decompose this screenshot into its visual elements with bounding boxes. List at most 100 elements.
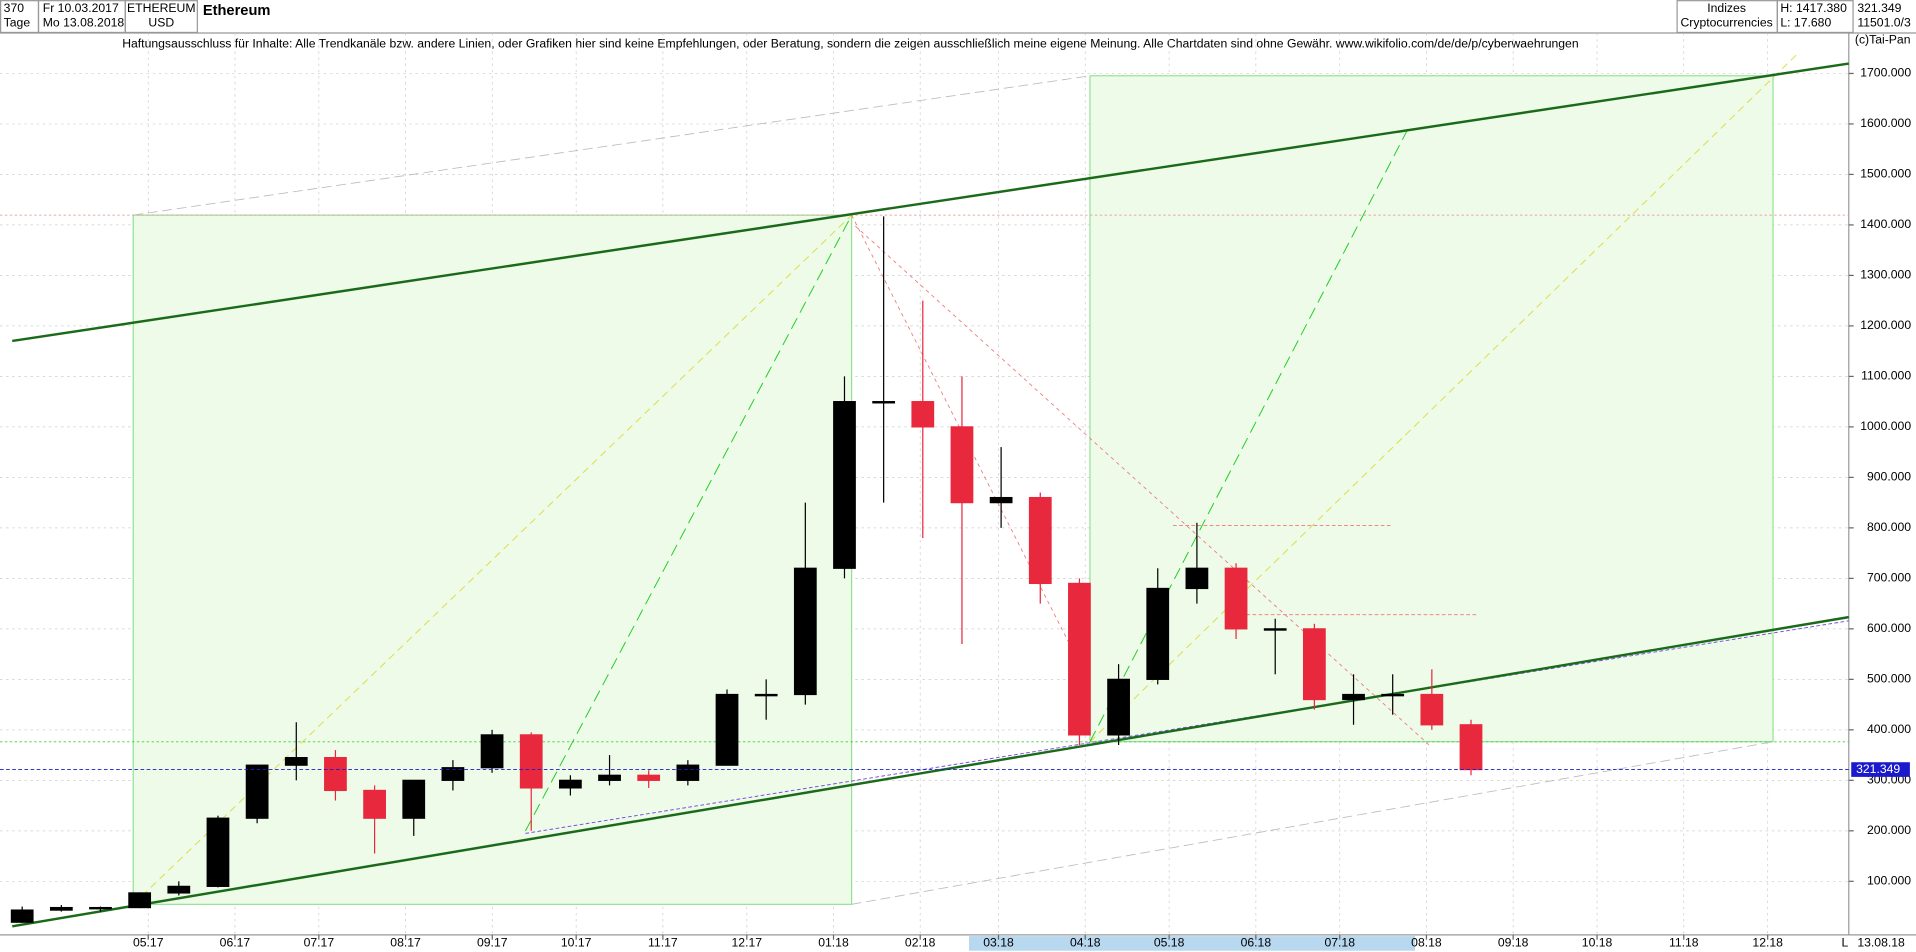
y-tick-label: 1400.000 xyxy=(1860,217,1911,231)
trend-line xyxy=(1089,126,1410,742)
x-tick-label: 09.18 xyxy=(1498,936,1529,950)
x-tick-label: 12.18 xyxy=(1752,936,1783,950)
x-tick-label: 04.18 xyxy=(1070,936,1101,950)
candle-body xyxy=(911,401,935,428)
y-tick-label: 1200.000 xyxy=(1860,318,1911,332)
candle-body xyxy=(49,906,73,911)
y-tick-label: 1100.000 xyxy=(1861,369,1911,383)
box xyxy=(1089,75,1774,743)
x-tick-label: 02.18 xyxy=(905,936,936,950)
x-tick-label: 08.17 xyxy=(390,936,421,950)
y-tick-label: 400.000 xyxy=(1867,722,1911,736)
currency: USD xyxy=(148,15,174,29)
candle-body xyxy=(324,756,347,792)
count[interactable]: 370 xyxy=(4,1,25,15)
x-tick-label: 08.18 xyxy=(1411,936,1442,950)
y-tick-label: 1000.000 xyxy=(1860,419,1911,433)
x-tick-label: 11.18 xyxy=(1669,936,1699,950)
x-tick-label: 09.17 xyxy=(477,936,508,950)
x-tick-label: 05.17 xyxy=(133,936,164,950)
candle-body xyxy=(793,567,817,696)
candle-body xyxy=(245,764,269,819)
x-tick-label: 10.18 xyxy=(1582,936,1613,950)
trend-line xyxy=(851,741,1774,905)
trend-line xyxy=(525,620,1849,834)
x-tick-label: 03.18 xyxy=(983,936,1014,950)
candle-body xyxy=(1381,693,1405,697)
x-tick-label: 11.17 xyxy=(648,936,678,950)
candle-body xyxy=(1068,582,1091,736)
copyright: (c)Tai-Pan xyxy=(1855,33,1911,47)
candle-body xyxy=(676,764,700,781)
candle-body xyxy=(206,817,230,887)
candle-body xyxy=(559,779,582,789)
selection[interactable] xyxy=(968,936,1416,951)
trend-line xyxy=(855,225,1430,746)
channel-line xyxy=(12,62,1849,343)
candle-body xyxy=(598,774,621,781)
candle-body xyxy=(754,693,778,697)
trend-line xyxy=(1089,54,1797,743)
y-tick-label: 1300.000 xyxy=(1860,268,1911,282)
y-tick-label: 100.000 xyxy=(1867,874,1911,888)
candles xyxy=(10,216,1483,923)
low: L: 17.680 xyxy=(1780,15,1831,29)
unit[interactable]: Tage xyxy=(4,15,31,29)
candle-body xyxy=(833,401,856,569)
candle-body xyxy=(519,734,543,789)
channel-line xyxy=(12,615,1849,928)
instrument-name: Ethereum xyxy=(203,3,271,19)
candle-body xyxy=(1302,628,1326,701)
x-tick-label: 07.17 xyxy=(304,936,335,950)
y-tick-label: 1500.000 xyxy=(1860,167,1911,181)
corner-label: L xyxy=(1841,936,1848,950)
group: Indizes xyxy=(1707,1,1746,15)
x-tick-label: 10.17 xyxy=(561,936,592,950)
symbol: ETHEREUM xyxy=(127,1,195,15)
x-tick-label: 12.17 xyxy=(732,936,763,950)
candle-body xyxy=(1146,587,1170,680)
candle-body xyxy=(10,909,34,923)
y-tick-label: 800.000 xyxy=(1867,520,1911,534)
candle-body xyxy=(715,693,739,766)
last-price-box xyxy=(1851,762,1910,777)
disclaimer: Haftungsausschluss für Inhalte: Alle Tre… xyxy=(122,36,1578,50)
candle-body xyxy=(402,779,426,819)
y-tick-label: 1600.000 xyxy=(1860,116,1911,130)
y-tick-label: 700.000 xyxy=(1867,571,1911,585)
x-tick-label: 06.17 xyxy=(220,936,251,950)
last: 321.349 xyxy=(1857,1,1901,15)
last-price-label: 321.349 xyxy=(1856,762,1900,776)
candle-body xyxy=(167,885,191,894)
y-tick-label: 1700.000 xyxy=(1860,66,1911,80)
end-date: Mo 13.08.2018 xyxy=(43,15,125,29)
high: H: 1417.380 xyxy=(1780,1,1847,15)
candle-body xyxy=(950,426,974,504)
end-date-label: 13.08.18 xyxy=(1857,936,1905,950)
drawings xyxy=(0,54,1849,928)
y-tick-label: 600.000 xyxy=(1867,621,1911,635)
candle-body xyxy=(1263,628,1287,631)
candle-body xyxy=(1342,693,1365,701)
candle-body xyxy=(1107,678,1130,736)
subgroup: Cryptocurrencies xyxy=(1680,15,1772,29)
candle-body xyxy=(989,496,1013,504)
y-tick-label: 500.000 xyxy=(1867,672,1911,686)
candle-body xyxy=(1185,567,1209,590)
start-date: Fr 10.03.2017 xyxy=(43,1,119,15)
candle-body xyxy=(128,892,152,909)
x-tick-label: 01.18 xyxy=(818,936,849,950)
trend-line xyxy=(525,214,853,832)
y-tick-label: 900.000 xyxy=(1867,470,1911,484)
misc: 11501.0/3 xyxy=(1857,15,1911,29)
candle-body xyxy=(89,906,112,910)
x-tick-label: 06.18 xyxy=(1241,936,1272,950)
candle-body xyxy=(1459,724,1483,771)
candle-body xyxy=(637,774,661,781)
candle-body xyxy=(480,734,504,769)
x-tick-label: 07.18 xyxy=(1324,936,1355,950)
candle-body xyxy=(1420,693,1444,726)
candle-body xyxy=(441,767,465,781)
x-tick-label: 05.18 xyxy=(1154,936,1185,950)
